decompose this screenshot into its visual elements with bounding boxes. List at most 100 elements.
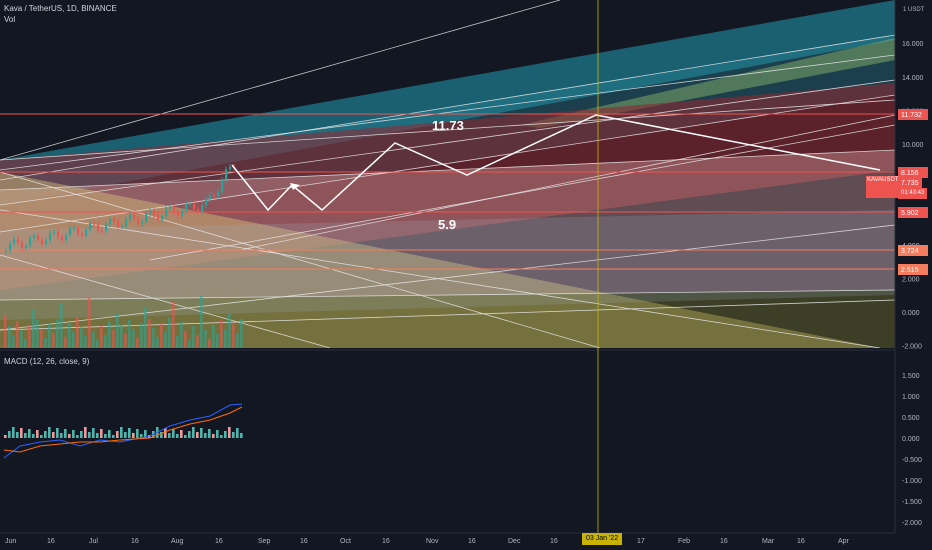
time-axis-label: 16 xyxy=(382,538,390,545)
channel-line xyxy=(0,209,881,348)
olive-band xyxy=(0,290,895,348)
macd-histogram-bar xyxy=(144,430,147,438)
candle-body xyxy=(165,208,168,217)
volume-bar xyxy=(28,325,31,348)
macd-axis-tick: 0.000 xyxy=(902,436,920,443)
volume-bar xyxy=(164,332,167,348)
level-badge-value: 2.515 xyxy=(901,267,919,274)
time-axis-label: Jun xyxy=(5,538,16,545)
candle-body xyxy=(73,227,76,229)
volume-bar xyxy=(120,325,123,348)
volume-bar xyxy=(12,335,15,348)
macd-histogram-bar xyxy=(220,435,223,438)
volume-bar xyxy=(172,302,175,348)
volume-bar xyxy=(8,326,11,348)
candle-body xyxy=(9,243,12,251)
macd-histogram-bar xyxy=(164,428,167,438)
volume-bar xyxy=(200,296,203,348)
volume-bar xyxy=(76,318,79,348)
candle-body xyxy=(25,245,28,248)
macd-axis-tick: 0.500 xyxy=(902,415,920,422)
candle-body xyxy=(225,169,228,180)
volume-bar xyxy=(224,329,227,348)
macd-histogram-bar xyxy=(200,428,203,438)
macd-histogram-bar xyxy=(16,432,19,438)
macd-histogram-bar xyxy=(136,429,139,438)
volume-bar xyxy=(40,329,43,348)
volume-bar xyxy=(32,309,35,348)
macd-histogram-bar xyxy=(180,430,183,438)
candle-body xyxy=(145,213,148,222)
time-axis-label: Oct xyxy=(340,538,351,545)
candle-body xyxy=(37,235,40,240)
time-axis-label: Apr xyxy=(838,538,850,545)
macd-histogram-bar xyxy=(48,427,51,438)
macd-histogram-bar xyxy=(80,431,83,438)
volume-bar xyxy=(168,318,171,348)
volume-label: Vol xyxy=(4,15,16,24)
macd-histogram-bar xyxy=(116,431,119,438)
level-badge-value: 11.732 xyxy=(901,112,922,119)
level-badge-value: 5.902 xyxy=(901,210,919,217)
macd-histogram-bar xyxy=(196,432,199,438)
volume-bar xyxy=(4,315,7,348)
volume-bar xyxy=(52,333,55,348)
macd-histogram-bar xyxy=(208,429,211,438)
volume-bar xyxy=(184,331,187,348)
volume-bar xyxy=(152,328,155,348)
macd-histogram-bar xyxy=(128,428,131,438)
volume-bar xyxy=(16,321,19,348)
channel-line xyxy=(0,0,561,161)
level-badge-value: 3.724 xyxy=(901,248,919,255)
macd-histogram-bar xyxy=(112,435,115,438)
macd-histogram-bar xyxy=(92,428,95,438)
volume-bar xyxy=(176,336,179,348)
candle-body xyxy=(109,218,112,225)
candle-body xyxy=(21,242,24,248)
candle-body xyxy=(149,210,152,214)
candle-body xyxy=(129,214,132,220)
macd-histogram-bar xyxy=(56,428,59,438)
macd-histogram-bar xyxy=(72,430,75,438)
channel-line xyxy=(0,149,895,191)
candle-body xyxy=(125,219,128,227)
candle-body xyxy=(113,218,116,222)
candle-body xyxy=(201,205,204,212)
candle-body xyxy=(29,238,32,246)
volume-bar xyxy=(192,326,195,348)
volume-bar xyxy=(148,319,151,348)
volume-bar xyxy=(92,331,95,348)
candle-body xyxy=(157,215,160,220)
macd-histogram-bar xyxy=(96,433,99,438)
volume-bar xyxy=(124,334,127,348)
macd-histogram-bar xyxy=(44,431,47,438)
macd-histogram-bar xyxy=(24,433,27,438)
last-price-symbol: KAVAUSDT xyxy=(867,177,899,183)
time-axis-label: 16 xyxy=(47,538,55,545)
time-axis-label: 16 xyxy=(720,538,728,545)
channel-line xyxy=(0,224,895,331)
candle-body xyxy=(181,210,184,216)
candle-body xyxy=(213,195,216,197)
candle-body xyxy=(133,214,136,219)
price-axis-tick: -2.000 xyxy=(902,344,922,351)
time-axis-label: Feb xyxy=(678,538,690,545)
macd-histogram-bar xyxy=(108,430,111,438)
volume-bar xyxy=(36,320,39,348)
macd-histogram-bar xyxy=(8,431,11,438)
volume-bar xyxy=(204,330,207,348)
macd-histogram-bar xyxy=(228,427,231,438)
macd-histogram-bar xyxy=(52,432,55,438)
volume-bar xyxy=(216,334,219,348)
price-pane xyxy=(0,0,895,348)
time-axis-label: 16 xyxy=(797,538,805,545)
candle-body xyxy=(93,223,96,225)
candle-body xyxy=(229,166,232,170)
macd-histogram-bar xyxy=(160,432,163,438)
candle-body xyxy=(57,231,60,237)
candle-body xyxy=(97,224,100,231)
level-badge xyxy=(898,167,928,178)
macd-histogram-bar xyxy=(84,427,87,438)
macd-histogram-bar xyxy=(212,434,215,438)
